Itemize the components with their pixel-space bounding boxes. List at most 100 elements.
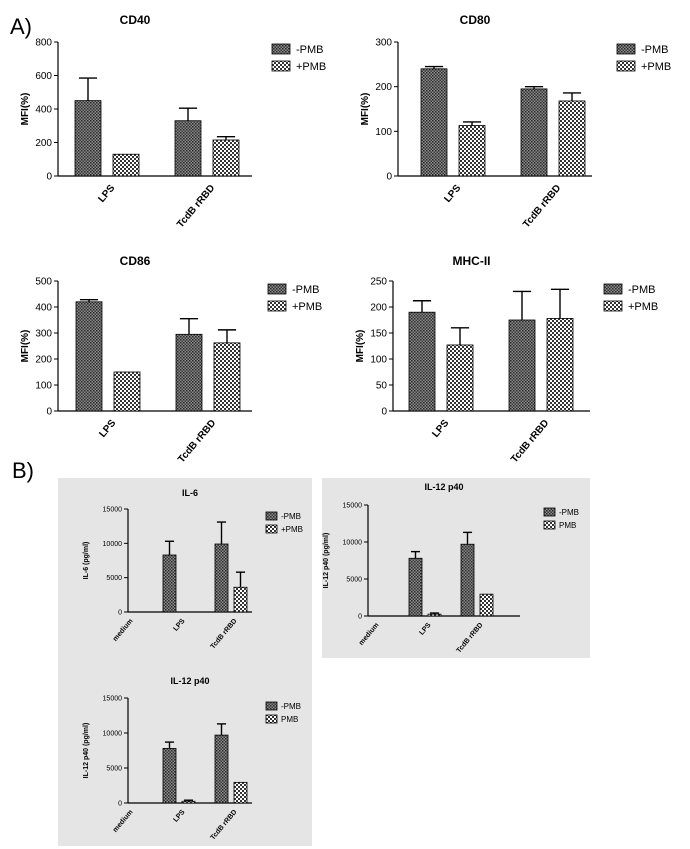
legend-label: -PMB: [281, 702, 301, 711]
category-label: LPS: [442, 183, 463, 205]
y-tick-label: 100: [35, 381, 52, 392]
y-tick-label: 100: [375, 127, 392, 138]
chart-cd86: CD86 0 100 200 300 400 500 MFI(%) LPS TcdB rRBD -P…: [20, 254, 322, 465]
bar-mhcii-1-0: [508, 319, 536, 412]
bar-cd86-0-0: [75, 301, 103, 412]
y-tick-label: 800: [35, 38, 52, 49]
legend-swatch: [543, 520, 556, 530]
legend-label: PMB: [281, 715, 298, 724]
legend-label: -PMB: [296, 44, 324, 56]
chart-title: CD86: [120, 254, 151, 268]
legend-swatch: [603, 300, 623, 312]
y-tick-label: 15000: [103, 696, 123, 703]
legend-swatch: [265, 511, 278, 521]
y-tick-label: 0: [46, 172, 52, 183]
y-tick-label: 100: [370, 355, 387, 366]
y-tick-label: 0: [118, 801, 122, 808]
chart-title: IL-6: [182, 488, 198, 498]
y-tick-label: 10000: [103, 541, 123, 548]
y-axis-label: IL-6 (pg/ml): [83, 542, 90, 580]
y-tick-label: 200: [35, 355, 52, 366]
bar-cd40-0-0: [74, 100, 102, 177]
y-tick-label: 400: [35, 303, 52, 314]
bar-il12-bottom-2-1: [233, 781, 248, 804]
chart-title: CD40: [120, 13, 151, 27]
bar-il6-2-0: [214, 543, 229, 613]
y-tick-label: 15000: [343, 503, 363, 510]
legend-swatch: [267, 300, 287, 312]
y-tick-label: 0: [46, 407, 52, 418]
bar-cd40-0-1: [112, 153, 140, 177]
y-tick-label: 50: [376, 381, 388, 392]
legend-label: +PMB: [281, 525, 303, 534]
bar-il12-bottom-2-0: [214, 734, 229, 804]
y-tick-label: 10000: [103, 731, 123, 738]
y-tick-label: 15000: [103, 507, 123, 514]
legend-label: +PMB: [296, 61, 326, 73]
bar-cd86-1-1: [213, 342, 241, 412]
legend-swatch: [265, 524, 278, 534]
bar-cd40-1-0: [174, 120, 202, 177]
legend-label: -PMB: [641, 44, 669, 56]
category-label: LPS: [430, 418, 451, 440]
chart-mhcii: MHC-II 0 50 100 150 200 250 MFI(%) LPS TcdB rRBD -…: [355, 254, 658, 465]
legend-label: +PMB: [641, 61, 671, 73]
chart-title: IL-12 p40: [170, 676, 209, 686]
y-tick-label: 200: [375, 82, 392, 93]
category-label: TcdB rRBD: [175, 183, 217, 230]
panel-label-a: A): [10, 14, 32, 39]
legend-swatch: [265, 714, 278, 724]
chart-title: MHC-II: [453, 254, 491, 268]
legend-swatch: [603, 283, 623, 295]
chart-title: CD80: [460, 13, 491, 27]
legend-label: +PMB: [628, 301, 658, 313]
category-label: TcdB rRBD: [509, 418, 551, 465]
bar-cd80-0-1: [458, 125, 486, 177]
y-tick-label: 200: [370, 303, 387, 314]
y-tick-label: 600: [35, 71, 52, 82]
y-tick-label: 5000: [106, 575, 122, 582]
y-tick-label: 0: [358, 614, 362, 621]
bar-cd80-1-1: [558, 100, 586, 177]
bar-cd86-1-0: [175, 333, 203, 412]
y-tick-label: 150: [370, 329, 387, 340]
bar-mhcii-0-1: [446, 344, 474, 412]
legend-label: -PMB: [292, 284, 320, 296]
bar-cd40-1-1: [212, 139, 240, 177]
y-tick-label: 500: [35, 277, 52, 288]
panel-b-bg-il12-right: [322, 478, 590, 658]
bar-mhcii-1-1: [546, 318, 574, 412]
y-tick-label: 400: [35, 105, 52, 116]
y-axis-label: IL-12 p40 (pg/ml): [323, 533, 330, 589]
legend-label: -PMB: [559, 508, 579, 517]
bar-cd80-1-0: [520, 88, 548, 177]
category-label: TcdB rRBD: [176, 418, 218, 465]
chart-cd80: CD80 0 100 200 300 MFI(%) LPS TcdB rRBD -PMB +PMB: [360, 13, 671, 230]
charts: CD40 0 200 400 600 800 MFI(%) LPS TcdB rRBD -PMB +…: [20, 13, 671, 841]
legend-swatch: [271, 43, 291, 55]
category-label: LPS: [96, 183, 117, 205]
y-tick-label: 250: [370, 277, 387, 288]
category-label: TcdB rRBD: [521, 183, 563, 230]
legend-swatch: [267, 283, 287, 295]
y-tick-label: 0: [118, 610, 122, 617]
y-tick-label: 5000: [346, 577, 362, 584]
bar-il6-2-1: [233, 586, 248, 613]
legend-swatch: [616, 60, 636, 72]
bar-cd86-0-1: [113, 371, 141, 412]
bar-cd80-0-0: [420, 68, 448, 177]
panel-b-bg-il12-bottom: [58, 668, 312, 846]
y-tick-label: 200: [35, 138, 52, 149]
legend-label: -PMB: [628, 284, 656, 296]
y-axis-label: MFI(%): [360, 93, 371, 126]
legend-swatch: [271, 60, 291, 72]
legend-swatch: [616, 43, 636, 55]
bar-il6-1-0: [162, 554, 177, 613]
y-tick-label: 0: [381, 407, 387, 418]
y-tick-label: 300: [375, 38, 392, 49]
panel-label-b: B): [12, 458, 34, 483]
legend-label: +PMB: [292, 301, 322, 313]
bar-il12-right-2-0: [460, 543, 475, 617]
category-label: LPS: [97, 418, 118, 440]
